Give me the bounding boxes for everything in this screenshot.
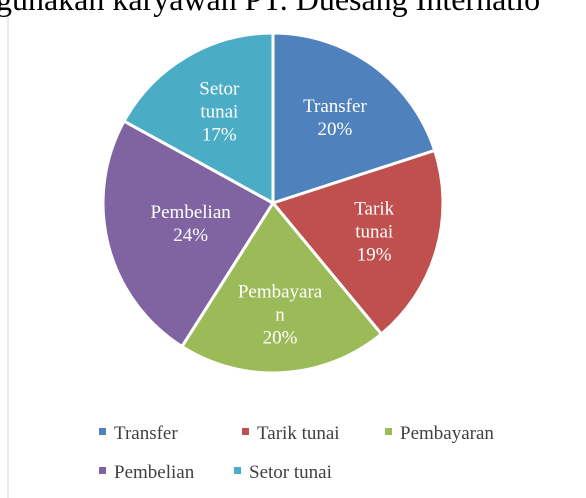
pie-slice (101, 119, 276, 349)
slice-percent: 20% (317, 118, 353, 140)
slice-percent: 17% (201, 124, 237, 146)
slice-label: Pembayaran 20% (236, 280, 324, 349)
slice-percent: 24% (173, 225, 209, 247)
slice-label: Tarik tunai 19% (344, 198, 404, 267)
slice-label: Setor tunai 17% (189, 78, 249, 147)
pie-slice (121, 31, 275, 206)
slice-percent: 20% (262, 327, 298, 349)
slice-category: Pembelian (150, 202, 231, 224)
legend-swatch (242, 428, 249, 435)
legend-label: Transfer (114, 423, 178, 444)
legend-label: Setor tunai (249, 462, 332, 483)
legend-label: Pembayaran (400, 423, 494, 444)
legend-swatch (99, 428, 106, 435)
legend-swatch (234, 467, 241, 474)
slice-percent: 19% (356, 244, 392, 266)
slice-category: Pembayaran (237, 281, 323, 326)
legend-label: Pembelian (114, 462, 195, 483)
legend-swatch (385, 428, 392, 435)
pie-slice (271, 31, 437, 206)
legend-swatch (99, 467, 106, 474)
slice-category: Setor tunai (199, 78, 240, 123)
slice-category: Tarik tunai (354, 198, 395, 243)
pie-slice (179, 200, 384, 375)
chart-title: gunakan karyawan PT. Duesang Internatio (0, 0, 540, 17)
slice-category: Transfer (303, 95, 367, 117)
pie-slice (270, 148, 445, 337)
slice-label: Transfer 20% (290, 95, 380, 141)
legend-label: Tarik tunai (257, 423, 340, 444)
slice-label: Pembelian 24% (136, 201, 246, 247)
